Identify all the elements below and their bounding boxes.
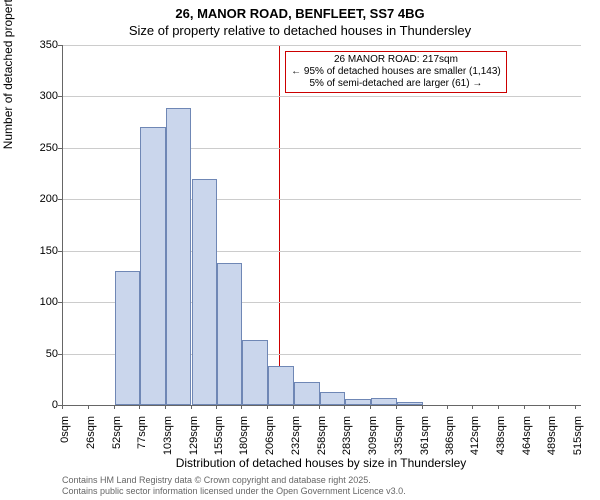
histogram-bar — [115, 271, 140, 405]
x-tick-label: 0sqm — [59, 416, 71, 466]
x-tick-mark — [165, 405, 166, 409]
y-tick-label: 250 — [18, 142, 58, 154]
reference-line — [279, 45, 280, 405]
gridline — [63, 45, 581, 46]
histogram-bar — [397, 402, 423, 405]
annotation-line-2: ← 95% of detached houses are smaller (1,… — [291, 66, 501, 78]
histogram-bar — [345, 399, 371, 405]
histogram-bar — [320, 392, 345, 405]
x-tick-label: 52sqm — [111, 416, 123, 466]
chart-container: 26, MANOR ROAD, BENFLEET, SS7 4BG Size o… — [0, 0, 600, 500]
x-tick-mark — [524, 405, 525, 409]
gridline — [63, 96, 581, 97]
annotation-line-1: 26 MANOR ROAD: 217sqm — [291, 54, 501, 66]
x-tick-label: 464sqm — [521, 416, 533, 466]
x-tick-label: 180sqm — [238, 416, 250, 466]
x-tick-label: 489sqm — [546, 416, 558, 466]
footer-line-2: Contains public sector information licen… — [62, 486, 406, 497]
histogram-bar — [371, 398, 397, 405]
y-tick-label: 300 — [18, 90, 58, 102]
histogram-bar — [166, 108, 192, 405]
x-tick-label: 232sqm — [290, 416, 302, 466]
title-line-1: 26, MANOR ROAD, BENFLEET, SS7 4BG — [0, 6, 600, 21]
x-tick-mark — [319, 405, 320, 409]
histogram-bar — [242, 340, 268, 405]
x-tick-mark — [241, 405, 242, 409]
x-tick-label: 386sqm — [444, 416, 456, 466]
x-tick-mark — [191, 405, 192, 409]
x-tick-mark — [88, 405, 89, 409]
histogram-bar — [140, 127, 166, 405]
x-tick-label: 206sqm — [264, 416, 276, 466]
x-tick-mark — [370, 405, 371, 409]
x-tick-label: 129sqm — [188, 416, 200, 466]
x-tick-mark — [396, 405, 397, 409]
y-tick-label: 0 — [18, 399, 58, 411]
x-tick-label: 412sqm — [469, 416, 481, 466]
y-tick-label: 50 — [18, 348, 58, 360]
plot-area: 26 MANOR ROAD: 217sqm ← 95% of detached … — [62, 45, 581, 406]
x-tick-mark — [114, 405, 115, 409]
x-tick-label: 77sqm — [136, 416, 148, 466]
histogram-bar — [217, 263, 242, 405]
x-tick-label: 283sqm — [341, 416, 353, 466]
histogram-bar — [192, 179, 218, 405]
x-tick-mark — [62, 405, 63, 409]
x-tick-mark — [422, 405, 423, 409]
y-tick-label: 200 — [18, 193, 58, 205]
histogram-bar — [294, 382, 320, 405]
y-tick-mark — [58, 199, 62, 200]
y-tick-mark — [58, 354, 62, 355]
y-tick-mark — [58, 251, 62, 252]
annotation-line-3: 5% of semi-detached are larger (61) → — [291, 78, 501, 90]
x-tick-mark — [498, 405, 499, 409]
x-tick-mark — [472, 405, 473, 409]
x-tick-mark — [344, 405, 345, 409]
x-tick-mark — [216, 405, 217, 409]
footer-credits: Contains HM Land Registry data © Crown c… — [62, 475, 406, 497]
x-tick-label: 515sqm — [572, 416, 584, 466]
x-tick-label: 361sqm — [419, 416, 431, 466]
x-tick-label: 438sqm — [495, 416, 507, 466]
x-tick-mark — [139, 405, 140, 409]
y-tick-mark — [58, 148, 62, 149]
x-tick-label: 258sqm — [316, 416, 328, 466]
x-tick-label: 103sqm — [162, 416, 174, 466]
x-tick-label: 309sqm — [367, 416, 379, 466]
title-line-2: Size of property relative to detached ho… — [0, 23, 600, 38]
x-tick-mark — [447, 405, 448, 409]
x-tick-label: 335sqm — [393, 416, 405, 466]
footer-line-1: Contains HM Land Registry data © Crown c… — [62, 475, 406, 486]
y-tick-label: 100 — [18, 296, 58, 308]
y-tick-mark — [58, 45, 62, 46]
y-tick-label: 350 — [18, 39, 58, 51]
x-tick-mark — [575, 405, 576, 409]
x-tick-mark — [293, 405, 294, 409]
y-tick-mark — [58, 302, 62, 303]
x-tick-mark — [549, 405, 550, 409]
annotation-box: 26 MANOR ROAD: 217sqm ← 95% of detached … — [285, 51, 507, 93]
y-tick-mark — [58, 96, 62, 97]
y-tick-label: 150 — [18, 245, 58, 257]
histogram-bar — [268, 366, 294, 405]
x-tick-mark — [267, 405, 268, 409]
x-tick-label: 26sqm — [85, 416, 97, 466]
y-axis-label: Number of detached properties — [1, 0, 15, 149]
x-tick-label: 155sqm — [213, 416, 225, 466]
